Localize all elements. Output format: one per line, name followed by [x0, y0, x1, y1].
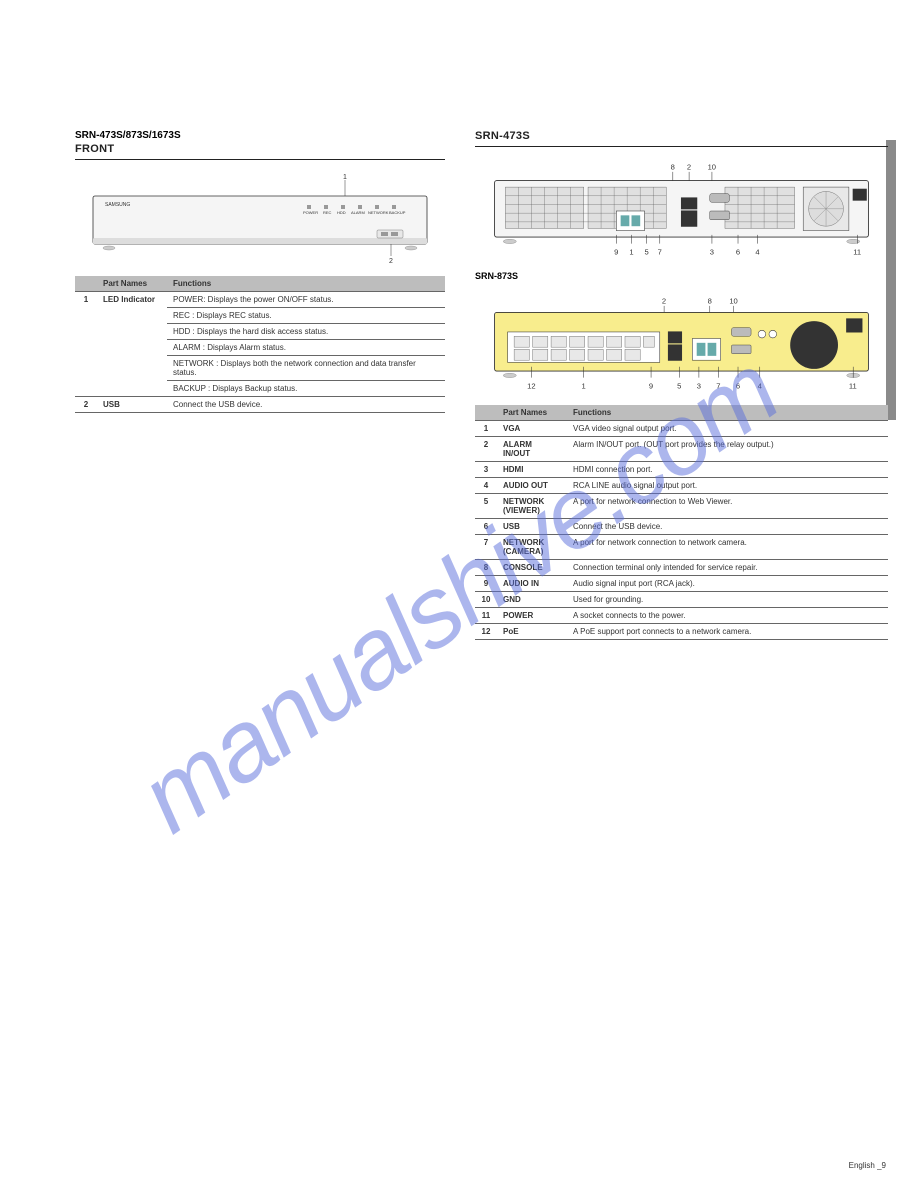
cell-desc-1-4: NETWORK : Displays both the network conn… — [167, 356, 445, 381]
svg-text:5: 5 — [645, 247, 649, 256]
rear-device-figure-1: 8 2 10 — [475, 161, 888, 259]
svg-text:3: 3 — [697, 381, 701, 390]
r-num-1: 1 — [475, 420, 497, 436]
cell-desc-1-2: HDD : Displays the hard disk access stat… — [167, 324, 445, 340]
svg-text:BACKUP: BACKUP — [389, 210, 406, 215]
r-num-11: 11 — [475, 607, 497, 623]
th-blank — [75, 276, 97, 292]
svg-text:SAMSUNG: SAMSUNG — [105, 202, 130, 208]
r-name-2: ALARM IN/OUT — [497, 436, 567, 461]
cell-desc-1-5: BACKUP : Displays Backup status. — [167, 381, 445, 397]
r-desc-9: Audio signal input port (RCA jack). — [567, 575, 888, 591]
svg-text:2: 2 — [662, 297, 666, 306]
cell-name-1: LED Indicator — [97, 292, 167, 397]
svg-text:NETWORK: NETWORK — [368, 210, 389, 215]
svg-text:8: 8 — [671, 163, 675, 172]
cell-num-1: 1 — [75, 292, 97, 397]
svg-text:6: 6 — [736, 381, 740, 390]
svg-text:1: 1 — [343, 174, 347, 181]
r-num-10: 10 — [475, 591, 497, 607]
right-column: SRN-473S 8 2 10 — [475, 130, 888, 640]
svg-text:2: 2 — [389, 258, 393, 264]
r-num-6: 6 — [475, 518, 497, 534]
r-num-5: 5 — [475, 493, 497, 518]
svg-text:4: 4 — [755, 247, 759, 256]
th-part-r: Part Names — [497, 405, 567, 421]
page-columns: SRN-473S/873S/1673S Front 1 SAMSUNG — [0, 0, 918, 680]
svg-text:1: 1 — [629, 247, 633, 256]
r-num-3: 3 — [475, 461, 497, 477]
rear-model-label-2: SRN-873S — [475, 271, 888, 281]
r-desc-6: Connect the USB device. — [567, 518, 888, 534]
svg-text:2: 2 — [687, 163, 691, 172]
th-part: Part Names — [97, 276, 167, 292]
rear-device-figure-2: 2 8 10 — [475, 295, 888, 393]
r-num-2: 2 — [475, 436, 497, 461]
r-desc-1: VGA video signal output port. — [567, 420, 888, 436]
svg-text:5: 5 — [677, 381, 681, 390]
cell-desc-1-1: REC : Displays REC status. — [167, 308, 445, 324]
r-desc-10: Used for grounding. — [567, 591, 888, 607]
r-desc-12: A PoE support port connects to a network… — [567, 623, 888, 639]
r-num-8: 8 — [475, 559, 497, 575]
svg-text:10: 10 — [729, 297, 737, 306]
svg-text:HDD: HDD — [337, 210, 346, 215]
r-desc-2: Alarm IN/OUT port. (OUT port provides th… — [567, 436, 888, 461]
svg-text:11: 11 — [853, 247, 861, 256]
cell-desc-1-3: ALARM : Displays Alarm status. — [167, 340, 445, 356]
cell-num-2: 2 — [75, 397, 97, 413]
svg-text:POWER: POWER — [303, 210, 318, 215]
r-desc-4: RCA LINE audio signal output port. — [567, 477, 888, 493]
left-column: SRN-473S/873S/1673S Front 1 SAMSUNG — [75, 130, 445, 640]
svg-text:4: 4 — [758, 381, 762, 390]
cell-desc-1-0: POWER: Displays the power ON/OFF status. — [167, 292, 445, 308]
r-name-3: HDMI — [497, 461, 567, 477]
svg-text:10: 10 — [708, 163, 716, 172]
front-device-figure: 1 SAMSUNG POWER REC HDD ALARM — [75, 174, 445, 264]
r-name-5: NETWORK (VIEWER) — [497, 493, 567, 518]
r-desc-11: A socket connects to the power. — [567, 607, 888, 623]
svg-text:12: 12 — [527, 381, 535, 390]
svg-text:9: 9 — [614, 247, 618, 256]
r-desc-3: HDMI connection port. — [567, 461, 888, 477]
svg-text:3: 3 — [710, 247, 714, 256]
r-name-11: POWER — [497, 607, 567, 623]
model-title: SRN-473S/873S/1673S — [75, 130, 445, 141]
cell-name-2: USB — [97, 397, 167, 413]
svg-text:7: 7 — [716, 381, 720, 390]
r-name-6: USB — [497, 518, 567, 534]
front-parts-table: Part Names Functions 1 LED Indicator POW… — [75, 276, 445, 413]
cell-desc-2: Connect the USB device. — [167, 397, 445, 413]
r-num-9: 9 — [475, 575, 497, 591]
r-name-4: AUDIO OUT — [497, 477, 567, 493]
r-num-12: 12 — [475, 623, 497, 639]
svg-text:9: 9 — [649, 381, 653, 390]
r-desc-7: A port for network connection to network… — [567, 534, 888, 559]
svg-text:6: 6 — [736, 247, 740, 256]
section-title-rear: SRN-473S — [475, 130, 888, 147]
r-desc-8: Connection terminal only intended for se… — [567, 559, 888, 575]
svg-text:1: 1 — [582, 381, 586, 390]
rear-parts-table: Part Names Functions 1VGAVGA video signa… — [475, 405, 888, 640]
th-blank-r — [475, 405, 497, 421]
r-name-10: GND — [497, 591, 567, 607]
svg-text:11: 11 — [849, 381, 857, 390]
page-number: English _9 — [849, 1161, 886, 1170]
r-name-12: PoE — [497, 623, 567, 639]
svg-text:REC: REC — [323, 210, 332, 215]
r-num-7: 7 — [475, 534, 497, 559]
svg-text:8: 8 — [708, 297, 712, 306]
r-name-7: NETWORK (CAMERA) — [497, 534, 567, 559]
svg-text:7: 7 — [658, 247, 662, 256]
th-func-r: Functions — [567, 405, 888, 421]
section-title-front: Front — [75, 143, 445, 160]
r-name-9: AUDIO IN — [497, 575, 567, 591]
r-name-8: CONSOLE — [497, 559, 567, 575]
svg-text:ALARM: ALARM — [351, 210, 365, 215]
r-name-1: VGA — [497, 420, 567, 436]
th-func: Functions — [167, 276, 445, 292]
r-desc-5: A port for network connection to Web Vie… — [567, 493, 888, 518]
r-num-4: 4 — [475, 477, 497, 493]
